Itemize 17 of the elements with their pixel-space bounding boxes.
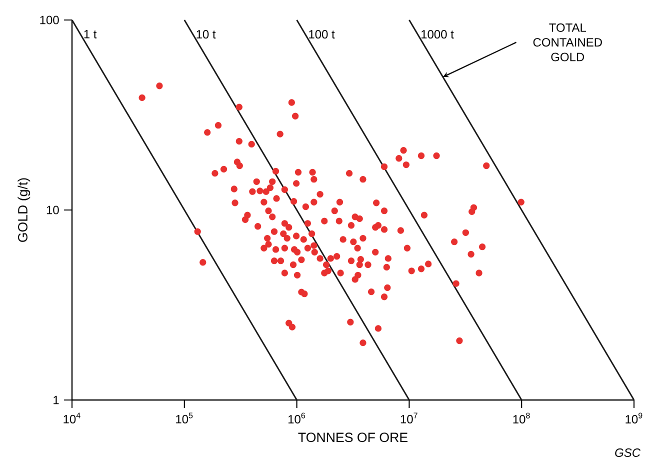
x-tick-label: 10$^{5}$ bbox=[176, 412, 193, 424]
series-label: 10 t bbox=[196, 30, 216, 39]
series-label: 100 t bbox=[309, 30, 335, 39]
series-label: 1000 t bbox=[422, 30, 454, 39]
x-tick-label: 10$^{4}$ bbox=[64, 412, 80, 424]
y-tick-label: 10 bbox=[46, 206, 59, 214]
x-tick-label: 10$^{8}$ bbox=[513, 412, 530, 424]
y-tick-label: 1 bbox=[54, 396, 59, 404]
x-tick-label: 10$^{9}$ bbox=[626, 412, 642, 424]
series-label: 1 t bbox=[84, 30, 97, 38]
y-tick-label: 100 bbox=[40, 16, 59, 24]
annotation: TOTAL CONTAINED GOLD bbox=[533, 23, 602, 62]
x-tick-label: 10$^{6}$ bbox=[288, 412, 306, 424]
text: GSC bbox=[615, 448, 641, 457]
x-tick-label: 10$^{7}$ bbox=[400, 412, 418, 424]
y-axis-title: GOLD (g/t) bbox=[18, 178, 30, 242]
x-axis-title: TONNES OF ORE bbox=[298, 432, 408, 442]
